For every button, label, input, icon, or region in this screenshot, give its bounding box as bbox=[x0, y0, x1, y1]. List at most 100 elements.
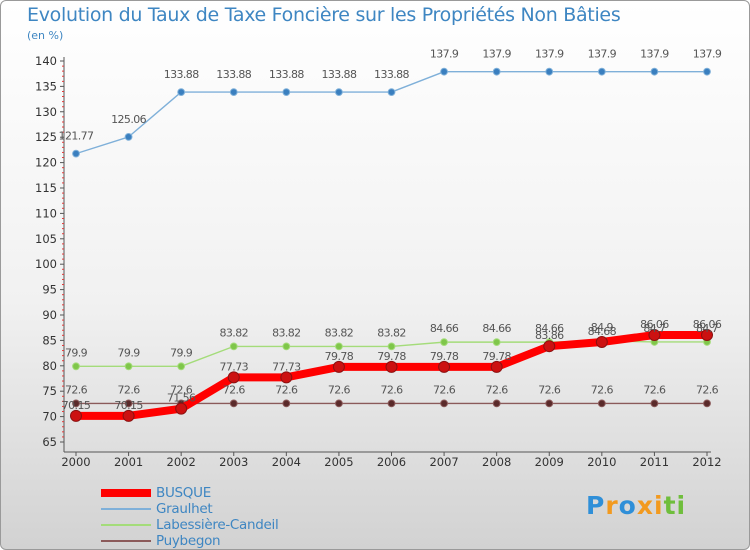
point-puybegon bbox=[72, 399, 80, 408]
data-labels-layer: 121.77 125.06 133.88 133.88 133.88 133.88 133.… bbox=[59, 48, 723, 412]
data-label-graulhet: 137.9 bbox=[693, 48, 722, 61]
point-busque bbox=[438, 360, 451, 373]
legend-swatch-labessiere-candeil bbox=[101, 524, 151, 526]
proxiti-logo: Proxiti bbox=[586, 491, 686, 520]
y-tick-label: 120 bbox=[35, 156, 57, 170]
data-label-puybegon: 72.6 bbox=[328, 383, 351, 396]
point-busque bbox=[385, 360, 398, 373]
point-puybegon bbox=[387, 399, 396, 408]
y-tick-label: 75 bbox=[42, 384, 57, 398]
point-labessiere-candeil bbox=[335, 342, 343, 351]
logo-letter: x bbox=[636, 491, 654, 520]
data-label-graulhet: 133.88 bbox=[269, 68, 304, 81]
point-graulhet bbox=[440, 67, 448, 76]
legend-label-labessiere-candeil: Labessière-Candeil bbox=[156, 517, 279, 533]
data-label-puybegon: 72.6 bbox=[223, 383, 246, 396]
y-tick-label: 80 bbox=[42, 359, 57, 373]
y-tick-label: 130 bbox=[35, 105, 57, 119]
point-busque bbox=[648, 329, 661, 342]
x-tick-label: 2007 bbox=[429, 455, 458, 469]
point-puybegon bbox=[124, 399, 133, 408]
point-graulhet bbox=[282, 88, 291, 96]
x-tick-label: 2004 bbox=[272, 455, 301, 469]
point-graulhet bbox=[597, 67, 606, 76]
y-tick-label: 65 bbox=[42, 435, 57, 449]
data-label-busque: 79.78 bbox=[482, 350, 511, 363]
point-labessiere-candeil bbox=[229, 342, 238, 351]
data-label-puybegon: 72.6 bbox=[538, 383, 561, 396]
data-label-puybegon: 72.6 bbox=[65, 383, 88, 396]
legend: BUSQUE Graulhet Labessière-Candeil Puybe… bbox=[101, 485, 361, 549]
data-label-graulhet: 133.88 bbox=[164, 68, 199, 81]
data-label-puybegon: 72.6 bbox=[118, 383, 141, 396]
data-label-busque: 70.15 bbox=[114, 399, 143, 412]
data-label-graulhet: 137.9 bbox=[588, 48, 617, 61]
y-tick-label: 140 bbox=[35, 54, 57, 68]
point-labessiere-candeil bbox=[492, 338, 501, 347]
logo-letter: r bbox=[605, 491, 619, 520]
logo-letter: o bbox=[618, 491, 637, 520]
point-puybegon bbox=[229, 399, 238, 408]
data-label-puybegon: 72.6 bbox=[275, 383, 298, 396]
point-busque bbox=[175, 402, 188, 415]
data-label-graulhet: 133.88 bbox=[321, 68, 356, 81]
y-tick-label: 110 bbox=[35, 206, 57, 220]
x-tick-label: 2006 bbox=[377, 455, 406, 469]
data-label-graulhet: 137.9 bbox=[430, 48, 459, 61]
x-tick-label: 2001 bbox=[114, 455, 143, 469]
data-label-graulhet: 133.88 bbox=[216, 68, 251, 81]
point-graulhet bbox=[72, 149, 80, 158]
point-puybegon bbox=[335, 399, 343, 408]
x-tick-label: 2003 bbox=[219, 455, 248, 469]
x-tick-label: 2009 bbox=[535, 455, 564, 469]
y-tick-label: 135 bbox=[35, 79, 57, 93]
x-tick-label: 2005 bbox=[324, 455, 353, 469]
point-graulhet bbox=[124, 132, 133, 141]
series-line-graulhet bbox=[75, 70, 708, 155]
point-labessiere-candeil bbox=[177, 362, 186, 371]
data-label-busque: 77.73 bbox=[220, 360, 249, 373]
data-label-labessiere-candeil: 84.66 bbox=[430, 322, 459, 335]
point-graulhet bbox=[335, 88, 343, 96]
point-busque bbox=[280, 371, 293, 384]
data-label-labessiere-candeil: 84.7 bbox=[643, 322, 666, 335]
data-label-busque: 83.86 bbox=[535, 329, 564, 342]
data-label-busque: 79.78 bbox=[377, 350, 406, 363]
point-puybegon bbox=[650, 399, 659, 408]
y-tick-label: 100 bbox=[35, 257, 57, 271]
data-label-graulhet: 125.06 bbox=[111, 113, 146, 126]
point-graulhet bbox=[177, 88, 186, 96]
x-tick-label: 2012 bbox=[692, 455, 721, 469]
data-label-puybegon: 72.6 bbox=[433, 383, 456, 396]
data-label-busque: 77.73 bbox=[272, 360, 301, 373]
x-tick-label: 2010 bbox=[587, 455, 616, 469]
x-tick-label: 2002 bbox=[167, 455, 196, 469]
point-labessiere-candeil bbox=[387, 342, 396, 351]
data-label-busque: 84.68 bbox=[588, 325, 617, 338]
data-label-graulhet: 133.88 bbox=[374, 68, 409, 81]
point-graulhet bbox=[703, 67, 711, 76]
logo-letter: P bbox=[586, 491, 606, 520]
logo-letter: i bbox=[676, 491, 687, 520]
point-labessiere-candeil bbox=[282, 342, 291, 351]
point-labessiere-candeil bbox=[440, 338, 448, 347]
legend-swatch-puybegon bbox=[101, 540, 151, 542]
point-busque bbox=[701, 329, 713, 342]
legend-label-puybegon: Puybegon bbox=[156, 533, 221, 549]
data-label-puybegon: 72.6 bbox=[643, 383, 666, 396]
point-puybegon bbox=[440, 399, 448, 408]
chart-unit-label: (en %) bbox=[27, 29, 64, 42]
point-graulhet bbox=[545, 67, 554, 76]
legend-item-labessiere-candeil: Labessière-Candeil bbox=[101, 517, 361, 533]
data-label-busque: 79.78 bbox=[325, 350, 354, 363]
point-graulhet bbox=[387, 88, 396, 96]
point-puybegon bbox=[282, 399, 291, 408]
point-puybegon bbox=[597, 399, 606, 408]
point-busque bbox=[543, 340, 556, 353]
data-label-busque: 79.78 bbox=[430, 350, 459, 363]
data-label-labessiere-candeil: 83.82 bbox=[325, 326, 354, 339]
point-puybegon bbox=[703, 399, 711, 408]
point-puybegon bbox=[492, 399, 501, 408]
point-busque bbox=[70, 409, 82, 422]
